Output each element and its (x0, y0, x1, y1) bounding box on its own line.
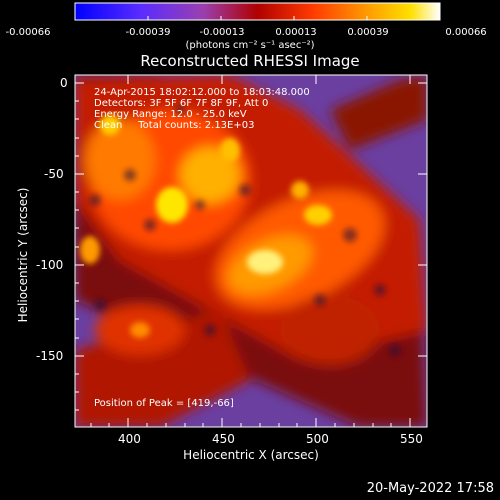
colorbar-units: (photons cm⁻² s⁻¹ asec⁻²) (185, 40, 315, 51)
plot-frame (74, 74, 428, 428)
x-tick-label: 400 (118, 432, 141, 446)
x-axis-ticks (90, 75, 411, 427)
x-axis-label: Heliocentric X (arcsec) (183, 448, 319, 462)
y-axis-ticks (75, 82, 427, 411)
info-energy-range: Energy Range: 12.0 - 25.0 keV (94, 109, 247, 120)
colorbar-tick-label: 0.00066 (445, 27, 487, 38)
plot-title: Reconstructed RHESSI Image (140, 52, 360, 70)
info-time-range: 24-Apr-2015 18:02:12.000 to 18:03:48.000 (94, 87, 310, 98)
colorbar (74, 2, 441, 21)
colorbar-tick-label: 0.00013 (275, 27, 317, 38)
y-tick-label: -100 (36, 258, 64, 272)
x-tick-label: 450 (212, 432, 235, 446)
solar-image (75, 75, 427, 427)
colorbar-tick-label: -0.00013 (199, 27, 245, 38)
y-tick-label: 0 (60, 76, 68, 90)
x-tick-label: 550 (400, 432, 423, 446)
x-tick-label: 500 (306, 432, 329, 446)
y-tick-label: -150 (36, 349, 64, 363)
info-detectors: Detectors: 3F 5F 6F 7F 8F 9F, Att 0 (94, 98, 269, 109)
colorbar-ticks (74, 16, 441, 20)
colorbar-tick-label: 0.00039 (347, 27, 389, 38)
info-counts: Clean Total counts: 2.13E+03 (94, 120, 255, 131)
timestamp: 20-May-2022 17:58 (366, 481, 494, 496)
y-axis-label: Heliocentric Y (arcsec) (16, 187, 30, 323)
peak-position: Position of Peak = [419,-66] (94, 398, 234, 409)
y-tick-label: -50 (44, 167, 64, 181)
colorbar-tick-label: -0.00039 (125, 27, 171, 38)
colorbar-tick-label: -0.00066 (5, 27, 51, 38)
